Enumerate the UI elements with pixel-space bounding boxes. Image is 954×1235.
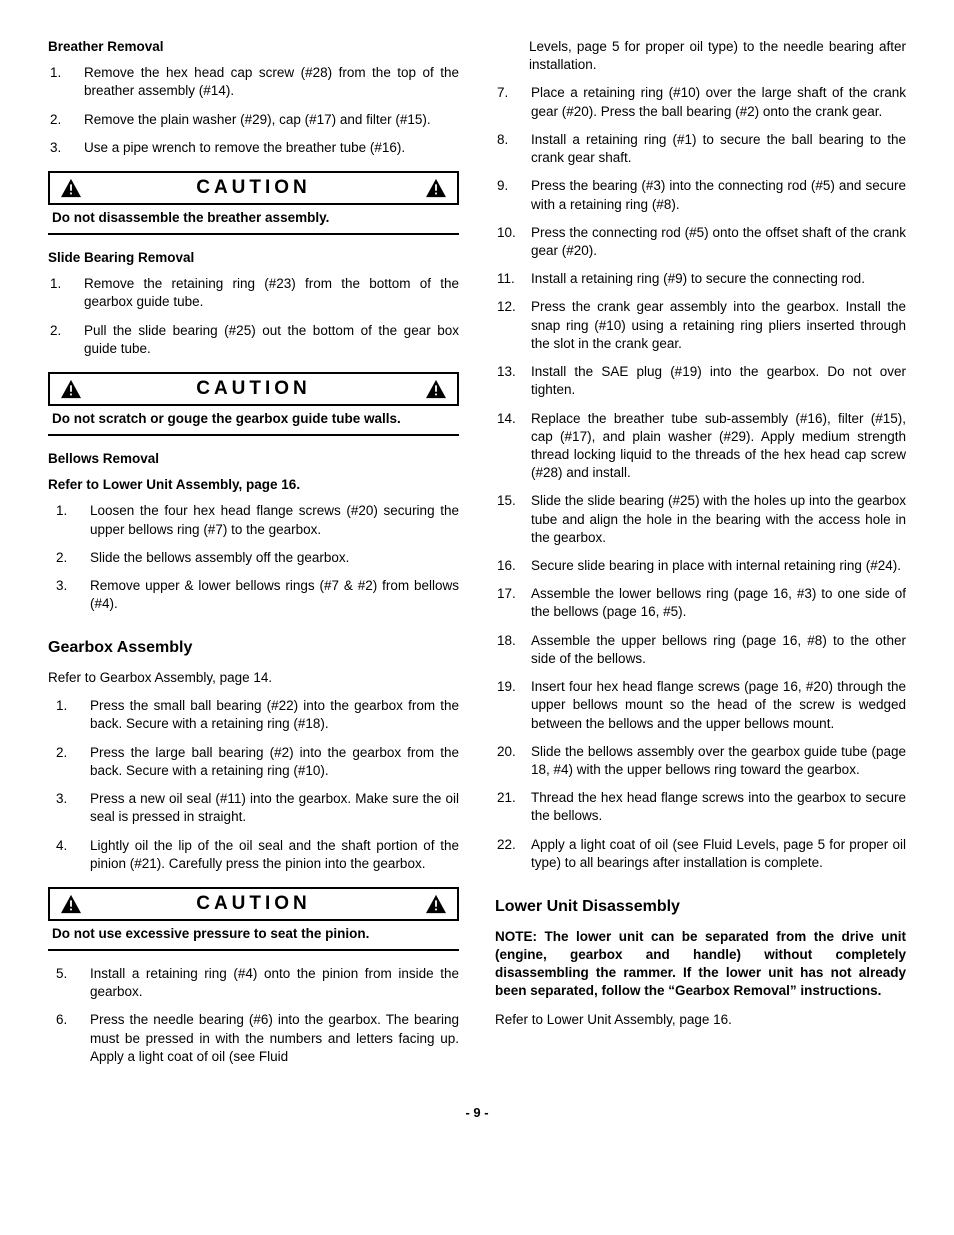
step-number: 21.	[495, 789, 531, 825]
list-item: 19.Insert four hex head flange screws (p…	[495, 678, 906, 733]
step-number: 2.	[48, 549, 90, 567]
step-number: 2.	[48, 111, 84, 129]
breather-removal-heading: Breather Removal	[48, 38, 459, 56]
warning-icon	[425, 178, 447, 198]
step-number: 19.	[495, 678, 531, 733]
warning-icon	[60, 379, 82, 399]
left-column: Breather Removal 1.Remove the hex head c…	[48, 38, 459, 1080]
warning-icon	[425, 894, 447, 914]
list-item: 20.Slide the bellows assembly over the g…	[495, 743, 906, 779]
caution-box: CAUTION	[48, 887, 459, 921]
list-item: 2.Press the large ball bearing (#2) into…	[48, 744, 459, 780]
page-columns: Breather Removal 1.Remove the hex head c…	[48, 38, 906, 1080]
step-number: 2.	[48, 744, 90, 780]
warning-icon	[425, 379, 447, 399]
list-item: 14.Replace the breather tube sub-assembl…	[495, 410, 906, 483]
caution-box: CAUTION	[48, 171, 459, 205]
list-item: 7.Place a retaining ring (#10) over the …	[495, 84, 906, 120]
list-item: 6.Press the needle bearing (#6) into the…	[48, 1011, 459, 1066]
breather-removal-steps: 1.Remove the hex head cap screw (#28) fr…	[48, 64, 459, 157]
continuation-text: Levels, page 5 for proper oil type) to t…	[495, 38, 906, 74]
list-item: 13.Install the SAE plug (#19) into the g…	[495, 363, 906, 399]
lower-unit-heading: Lower Unit Disassembly	[495, 896, 906, 918]
list-item: 4.Lightly oil the lip of the oil seal an…	[48, 837, 459, 873]
list-item: 8.Install a retaining ring (#1) to secur…	[495, 131, 906, 167]
step-number: 1.	[48, 64, 84, 100]
caution-label: CAUTION	[196, 891, 311, 917]
step-number: 1.	[48, 275, 84, 311]
step-number: 12.	[495, 298, 531, 353]
lower-unit-note: NOTE: The lower unit can be separated fr…	[495, 928, 906, 1001]
caution-text: Do not scratch or gouge the gearbox guid…	[48, 410, 459, 436]
caution-text: Do not use excessive pressure to seat th…	[48, 925, 459, 951]
list-item: 2.Remove the plain washer (#29), cap (#1…	[48, 111, 459, 129]
list-item: 3.Press a new oil seal (#11) into the ge…	[48, 790, 459, 826]
step-number: 9.	[495, 177, 531, 213]
list-item: 2.Pull the slide bearing (#25) out the b…	[48, 322, 459, 358]
list-item: 1.Remove the hex head cap screw (#28) fr…	[48, 64, 459, 100]
list-item: 10.Press the connecting rod (#5) onto th…	[495, 224, 906, 260]
caution-label: CAUTION	[196, 175, 311, 201]
page-number: - 9 -	[48, 1104, 906, 1122]
step-number: 5.	[48, 965, 90, 1001]
bellows-removal-heading: Bellows Removal	[48, 450, 459, 468]
list-item: 5.Install a retaining ring (#4) onto the…	[48, 965, 459, 1001]
step-number: 13.	[495, 363, 531, 399]
step-number: 11.	[495, 270, 531, 288]
gearbox-assembly-steps-cont: 7.Place a retaining ring (#10) over the …	[495, 84, 906, 872]
step-number: 16.	[495, 557, 531, 575]
gearbox-assembly-refer: Refer to Gearbox Assembly, page 14.	[48, 669, 459, 687]
caution-text: Do not disassemble the breather assembly…	[48, 209, 459, 235]
step-number: 7.	[495, 84, 531, 120]
lower-unit-refer: Refer to Lower Unit Assembly, page 16.	[495, 1011, 906, 1029]
slide-bearing-removal-steps: 1.Remove the retaining ring (#23) from t…	[48, 275, 459, 358]
warning-icon	[60, 894, 82, 914]
step-number: 22.	[495, 836, 531, 872]
list-item: 2.Slide the bellows assembly off the gea…	[48, 549, 459, 567]
step-number: 2.	[48, 322, 84, 358]
step-number: 1.	[48, 697, 90, 733]
step-number: 15.	[495, 492, 531, 547]
bellows-removal-steps: 1.Loosen the four hex head flange screws…	[48, 502, 459, 613]
step-number: 8.	[495, 131, 531, 167]
list-item: 9.Press the bearing (#3) into the connec…	[495, 177, 906, 213]
step-number: 18.	[495, 632, 531, 668]
list-item: 3.Use a pipe wrench to remove the breath…	[48, 139, 459, 157]
list-item: 22.Apply a light coat of oil (see Fluid …	[495, 836, 906, 872]
list-item: 16.Secure slide bearing in place with in…	[495, 557, 906, 575]
list-item: 1.Press the small ball bearing (#22) int…	[48, 697, 459, 733]
step-number: 3.	[48, 790, 90, 826]
step-number: 17.	[495, 585, 531, 621]
step-number: 4.	[48, 837, 90, 873]
list-item: 15.Slide the slide bearing (#25) with th…	[495, 492, 906, 547]
gearbox-assembly-steps-a: 1.Press the small ball bearing (#22) int…	[48, 697, 459, 873]
list-item: 11.Install a retaining ring (#9) to secu…	[495, 270, 906, 288]
bellows-removal-refer: Refer to Lower Unit Assembly, page 16.	[48, 476, 459, 494]
list-item: 1.Loosen the four hex head flange screws…	[48, 502, 459, 538]
step-number: 1.	[48, 502, 90, 538]
right-column: Levels, page 5 for proper oil type) to t…	[495, 38, 906, 1080]
gearbox-assembly-heading: Gearbox Assembly	[48, 637, 459, 659]
step-number: 14.	[495, 410, 531, 483]
step-number: 3.	[48, 577, 90, 613]
gearbox-assembly-steps-b: 5.Install a retaining ring (#4) onto the…	[48, 965, 459, 1066]
list-item: 3.Remove upper & lower bellows rings (#7…	[48, 577, 459, 613]
list-item: 1.Remove the retaining ring (#23) from t…	[48, 275, 459, 311]
list-item: 21.Thread the hex head flange screws int…	[495, 789, 906, 825]
caution-label: CAUTION	[196, 376, 311, 402]
list-item: 18.Assemble the upper bellows ring (page…	[495, 632, 906, 668]
list-item: 12.Press the crank gear assembly into th…	[495, 298, 906, 353]
step-number: 10.	[495, 224, 531, 260]
caution-box: CAUTION	[48, 372, 459, 406]
list-item: 17.Assemble the lower bellows ring (page…	[495, 585, 906, 621]
slide-bearing-removal-heading: Slide Bearing Removal	[48, 249, 459, 267]
step-number: 3.	[48, 139, 84, 157]
step-number: 6.	[48, 1011, 90, 1066]
warning-icon	[60, 178, 82, 198]
step-number: 20.	[495, 743, 531, 779]
